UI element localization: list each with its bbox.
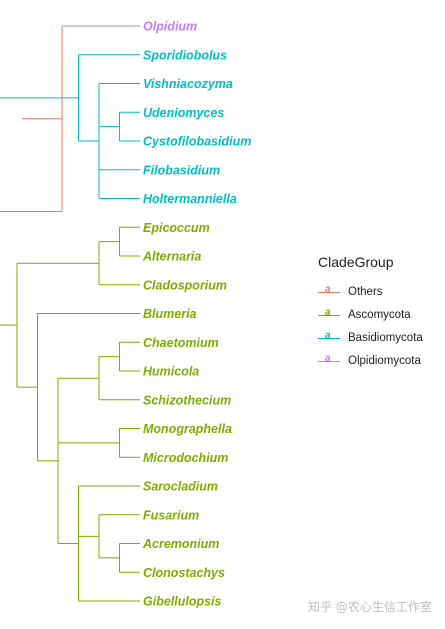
legend: CladeGroup a Others a Ascomycota a Basid… xyxy=(318,254,438,372)
tip-label: Blumeria xyxy=(143,307,197,321)
tip-label: Gibellulopsis xyxy=(143,595,222,609)
legend-label: Olpidiomycota xyxy=(348,354,421,367)
tip-label: Cystofilobasidium xyxy=(143,135,251,149)
legend-item-olpidiomycota: a Olpidiomycota xyxy=(318,349,438,372)
legend-title: CladeGroup xyxy=(318,254,394,270)
legend-label: Ascomycota xyxy=(348,308,411,321)
legend-key-icon: a xyxy=(318,353,340,367)
legend-item-basidiomycota: a Basidiomycota xyxy=(318,326,438,349)
legend-label: Basidiomycota xyxy=(348,331,423,344)
tip-label: Vishniacozyma xyxy=(143,77,233,91)
tip-label: Clonostachys xyxy=(143,566,225,580)
tip-label: Udeniomyces xyxy=(143,106,224,120)
legend-key-icon: a xyxy=(318,284,340,298)
tip-label: Alternaria xyxy=(142,250,201,264)
tip-label: Chaetomium xyxy=(143,336,219,350)
tip-label: Fusarium xyxy=(143,508,199,522)
tip-label: Humicola xyxy=(143,365,199,379)
tip-label: Epicoccum xyxy=(143,221,210,235)
legend-label: Others xyxy=(348,285,383,298)
tip-label: Microdochium xyxy=(143,451,228,465)
legend-item-others: a Others xyxy=(318,280,438,303)
watermark: 知乎 @农心生信工作室 xyxy=(308,600,432,614)
legend-key-icon: a xyxy=(318,307,340,321)
tip-label: Schizothecium xyxy=(143,393,231,407)
tip-label: Holtermanniella xyxy=(143,192,237,206)
legend-item-ascomycota: a Ascomycota xyxy=(318,303,438,326)
tip-label: Olpidium xyxy=(143,20,197,34)
tip-label: Monographella xyxy=(143,422,232,436)
tip-label: Acremonium xyxy=(142,537,219,551)
tip-label: Cladosporium xyxy=(143,278,227,292)
tip-label: Sporidiobolus xyxy=(143,48,227,62)
tip-label: Sarocladium xyxy=(143,480,218,494)
legend-key-icon: a xyxy=(318,330,340,344)
tip-label: Filobasidium xyxy=(143,163,220,177)
